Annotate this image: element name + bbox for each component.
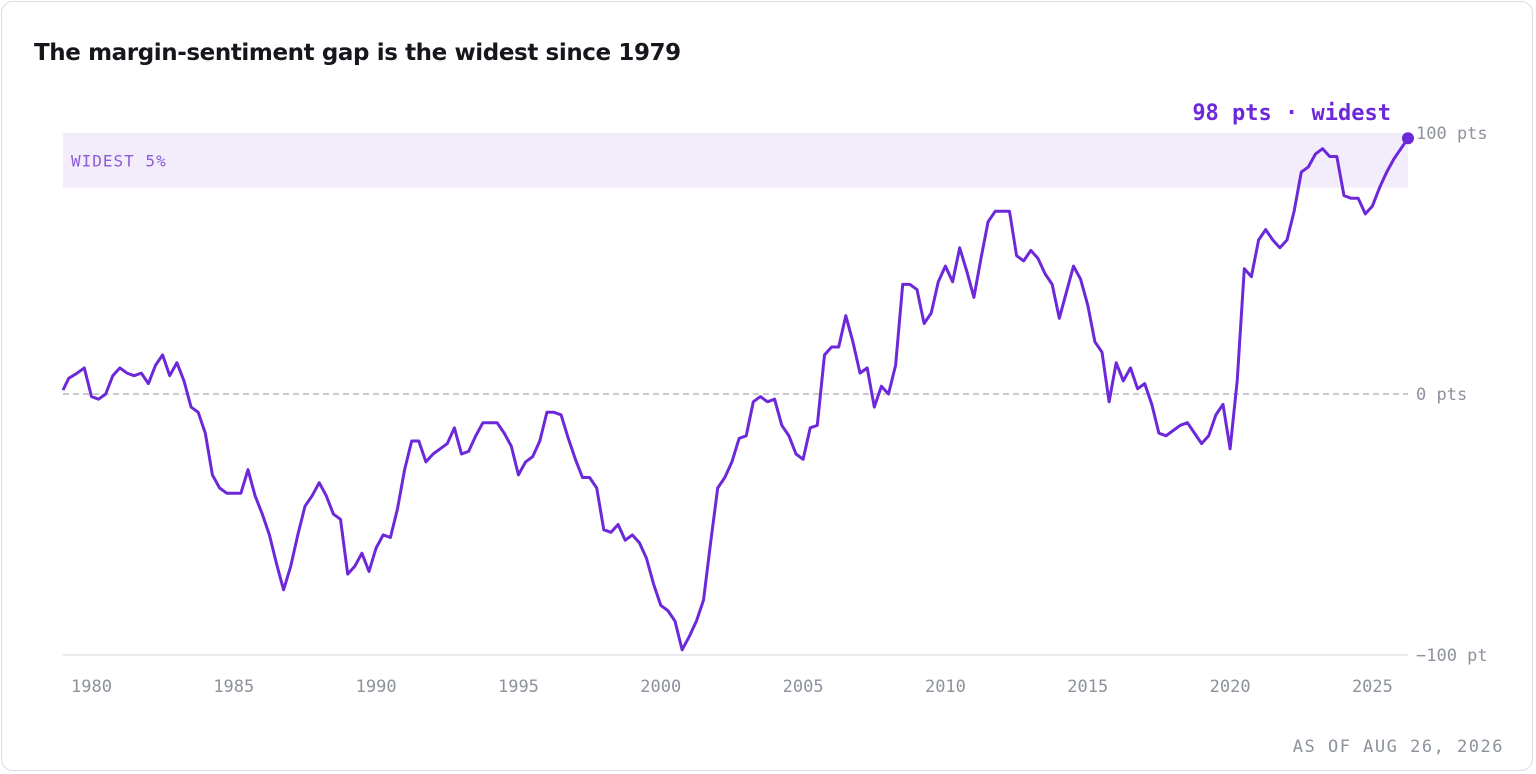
- annotation: 98 pts · widest: [1192, 101, 1391, 126]
- chart-title: The margin-sentiment gap is the widest s…: [34, 40, 681, 66]
- end-point: [1402, 132, 1414, 145]
- x-tick-label: 2005: [783, 677, 824, 697]
- highlight-band: [63, 133, 1408, 188]
- x-tick-label: 1995: [498, 677, 539, 697]
- y-tick-label: −100 pt: [1416, 646, 1488, 666]
- footnote: AS OF AUG 26, 2026: [1293, 737, 1504, 757]
- x-tick-label: 2025: [1352, 677, 1393, 697]
- x-tick-label: 1985: [213, 677, 254, 697]
- x-tick-label: 2020: [1210, 677, 1251, 697]
- x-tick-label: 1980: [71, 677, 112, 697]
- x-tick-label: 1990: [356, 677, 397, 697]
- y-tick-label: 100 pts: [1416, 124, 1488, 144]
- x-tick-label: 2010: [925, 677, 966, 697]
- band-label: WIDEST 5%: [71, 151, 167, 170]
- y-tick-label: 0 pts: [1416, 385, 1467, 405]
- x-tick-label: 2000: [640, 677, 681, 697]
- x-tick-label: 2015: [1067, 677, 1108, 697]
- data-line: [61, 137, 1410, 652]
